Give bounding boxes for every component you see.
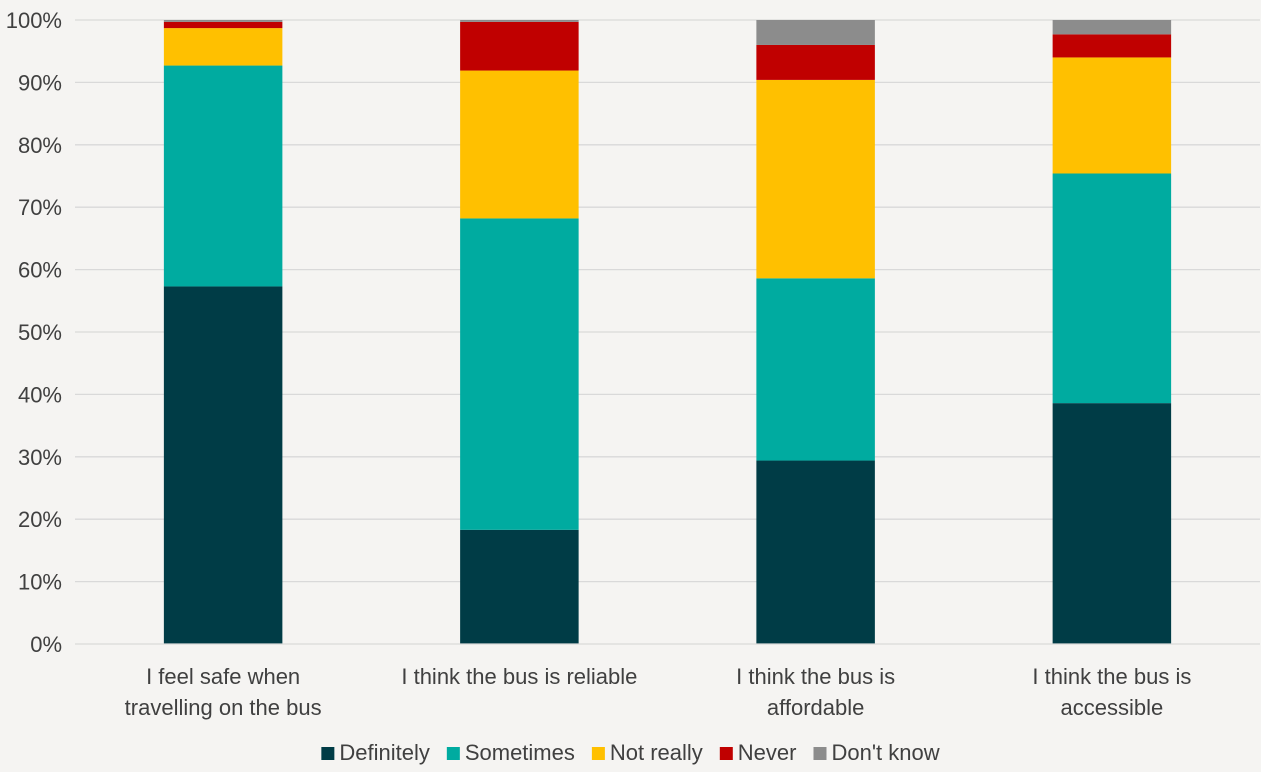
y-axis-ticks: 0% 10% 20% 30% 40% 50% 60% 70% 80% 90% 100% — [6, 8, 62, 657]
bar-segment-sometimes — [460, 218, 579, 529]
y-tick-label: 80% — [18, 133, 62, 158]
x-category-label: I think the bus is reliable — [401, 664, 637, 689]
x-category-label: I think the bus is — [736, 664, 895, 689]
bar-segment-never — [460, 22, 579, 71]
bar-segment-definitely — [1053, 403, 1172, 644]
legend-item: Don't know — [813, 740, 939, 765]
y-tick-label: 10% — [18, 570, 62, 595]
bar-segment-sometimes — [756, 278, 875, 460]
y-tick-label: 30% — [18, 445, 62, 470]
y-tick-label: 40% — [18, 382, 62, 407]
y-tick-label: 70% — [18, 195, 62, 220]
bar-segment-definitely — [460, 530, 579, 644]
y-tick-label: 20% — [18, 507, 62, 532]
legend-label: Not really — [610, 740, 703, 765]
bar-stack — [1053, 20, 1172, 644]
legend-item: Not really — [592, 740, 703, 765]
bar-segment-never — [756, 45, 875, 80]
x-category-label: travelling on the bus — [125, 695, 322, 720]
bar-stack — [460, 20, 579, 644]
legend-item: Sometimes — [447, 740, 575, 765]
bar-stack — [756, 20, 875, 644]
legend-item: Never — [720, 740, 797, 765]
x-category-label: affordable — [767, 695, 864, 720]
bar-segment-don-t-know — [164, 20, 283, 22]
legend-swatch — [321, 747, 334, 760]
y-tick-label: 90% — [18, 70, 62, 95]
bar-stack — [164, 20, 283, 644]
bar-segment-not-really — [460, 71, 579, 219]
x-category-label: accessible — [1061, 695, 1164, 720]
y-tick-label: 0% — [30, 632, 62, 657]
bar-segment-not-really — [1053, 57, 1172, 173]
legend-label: Never — [738, 740, 797, 765]
bar-segment-don-t-know — [756, 20, 875, 45]
legend-label: Don't know — [831, 740, 939, 765]
bar-segment-not-really — [756, 80, 875, 278]
legend: Definitely Sometimes Not really Never Don't … — [321, 740, 939, 765]
bar-segment-never — [164, 22, 283, 28]
bar-segment-don-t-know — [460, 20, 579, 22]
bar-segment-definitely — [756, 461, 875, 644]
bar-segment-sometimes — [1053, 174, 1172, 404]
legend-label: Definitely — [339, 740, 429, 765]
x-category-label: I feel safe when — [146, 664, 300, 689]
legend-swatch — [592, 747, 605, 760]
bar-segment-sometimes — [164, 66, 283, 287]
bar-segment-don-t-know — [1053, 20, 1172, 34]
bar-segment-never — [1053, 34, 1172, 57]
y-tick-label: 60% — [18, 258, 62, 283]
bar-segment-definitely — [164, 286, 283, 644]
legend-label: Sometimes — [465, 740, 575, 765]
bar-segment-not-really — [164, 28, 283, 65]
y-tick-label: 50% — [18, 320, 62, 345]
legend-swatch — [447, 747, 460, 760]
x-axis-category-labels: I feel safe when travelling on the bus I t… — [125, 664, 1192, 720]
legend-item: Definitely — [321, 740, 429, 765]
legend-swatch — [813, 747, 826, 760]
legend-swatch — [720, 747, 733, 760]
x-category-label: I think the bus is — [1032, 664, 1191, 689]
y-tick-label: 100% — [6, 8, 62, 33]
